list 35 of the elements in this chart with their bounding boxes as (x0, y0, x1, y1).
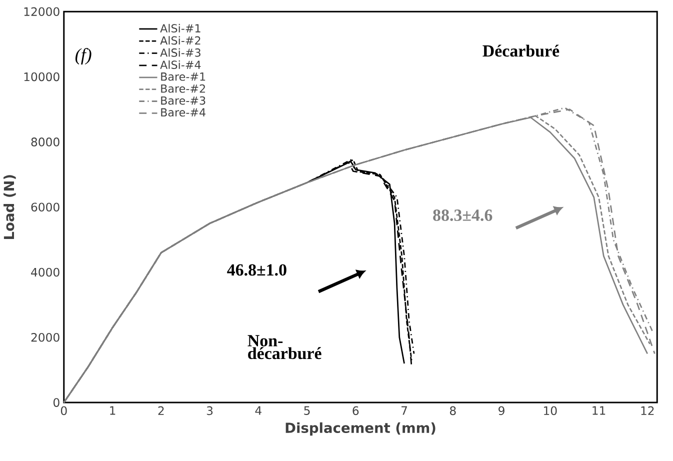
x-tick-label: 7 (402, 406, 407, 415)
y-tick-label: 10000 (24, 72, 60, 82)
y-tick-label: 4000 (31, 268, 60, 277)
y-tick-label: 8000 (31, 138, 60, 146)
x-tick-label: 10 (544, 406, 557, 416)
x-tick-label: 1 (110, 406, 116, 415)
annotation: 46.8±1.0 (227, 264, 286, 276)
legend-label: AlSi-#4 (160, 60, 201, 70)
legend-label: AlSi-#1 (160, 24, 200, 33)
x-tick-label: 9 (498, 406, 504, 416)
x-axis-title: Displacement (mm) (286, 422, 436, 436)
y-tick-label: 2000 (31, 333, 60, 342)
y-tick-label: 6000 (31, 202, 60, 212)
annotation: (f) (75, 48, 92, 65)
legend-label: Bare-#1 (161, 72, 206, 81)
legend-label: AlSi-#2 (160, 36, 200, 45)
y-tick-label: 0 (54, 398, 60, 408)
x-tick-label: 2 (158, 406, 164, 416)
legend-label: Bare-#4 (161, 108, 206, 117)
x-tick-label: 3 (206, 406, 213, 416)
x-tick-label: 12 (641, 406, 654, 416)
legend-label: Bare-#2 (161, 84, 205, 93)
x-tick-label: 8 (450, 406, 456, 416)
legend-label: Bare-#3 (161, 96, 206, 105)
x-tick-label: 0 (60, 406, 67, 416)
x-tick-label: 4 (255, 406, 262, 415)
y-tick-label: 12000 (24, 7, 60, 16)
x-tick-label: 11 (592, 406, 606, 415)
annotation: Non-décarburé (248, 335, 322, 360)
annotation: Décarburé (482, 44, 560, 57)
legend-label: AlSi-#3 (160, 48, 200, 57)
y-axis-title: Load (N) (4, 175, 16, 240)
x-tick-label: 6 (352, 406, 359, 416)
x-tick-label: 5 (304, 406, 310, 416)
annotation: 88.3±4.6 (433, 210, 492, 222)
